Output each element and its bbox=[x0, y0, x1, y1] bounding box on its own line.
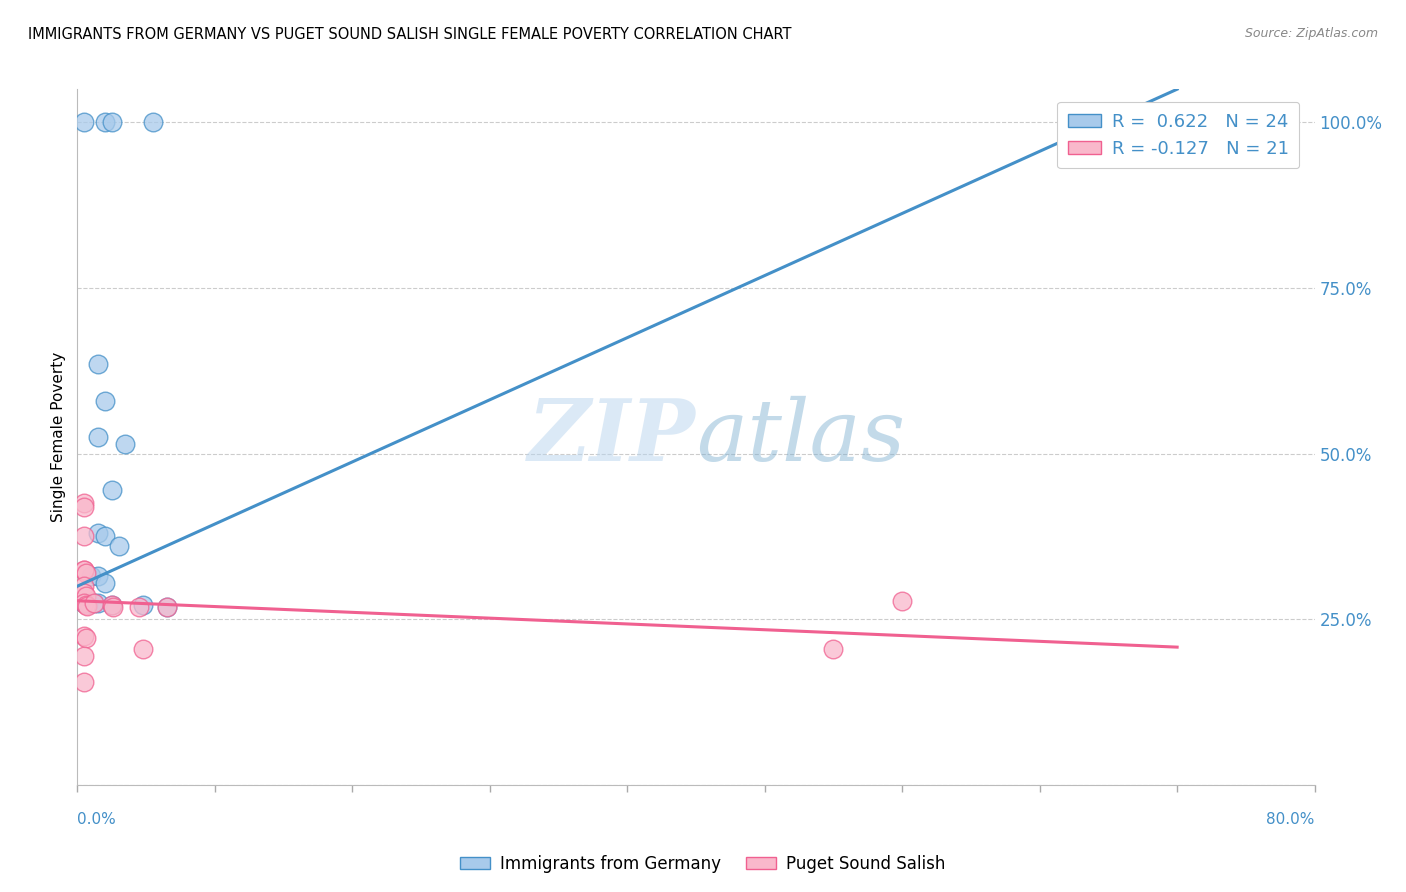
Point bbox=[73, 496, 96, 510]
Point bbox=[80, 569, 103, 583]
Point bbox=[73, 596, 96, 610]
Point bbox=[87, 357, 110, 371]
Point bbox=[87, 526, 110, 541]
Point bbox=[73, 579, 96, 593]
Point bbox=[73, 596, 96, 610]
Point bbox=[100, 115, 122, 129]
Point bbox=[100, 598, 122, 612]
Point bbox=[128, 600, 150, 615]
Point bbox=[83, 596, 105, 610]
Point bbox=[73, 675, 96, 690]
Text: 80.0%: 80.0% bbox=[1267, 812, 1315, 827]
Point bbox=[75, 598, 97, 612]
Text: ZIP: ZIP bbox=[529, 395, 696, 479]
Text: 0.0%: 0.0% bbox=[77, 812, 117, 827]
Point bbox=[75, 566, 97, 580]
Point bbox=[73, 529, 96, 543]
Point bbox=[73, 648, 96, 663]
Point bbox=[73, 596, 96, 610]
Point bbox=[73, 115, 96, 129]
Point bbox=[75, 589, 97, 603]
Point bbox=[100, 598, 122, 612]
Point bbox=[94, 529, 117, 543]
Point bbox=[94, 393, 117, 408]
Legend: Immigrants from Germany, Puget Sound Salish: Immigrants from Germany, Puget Sound Sal… bbox=[454, 848, 952, 880]
Point bbox=[87, 569, 110, 583]
Legend: R =  0.622   N = 24, R = -0.127   N = 21: R = 0.622 N = 24, R = -0.127 N = 21 bbox=[1057, 102, 1299, 169]
Point bbox=[132, 642, 155, 657]
Y-axis label: Single Female Poverty: Single Female Poverty bbox=[51, 352, 66, 522]
Point bbox=[823, 642, 845, 657]
Point bbox=[142, 115, 165, 129]
Point bbox=[94, 575, 117, 590]
Point bbox=[76, 599, 98, 613]
Text: Source: ZipAtlas.com: Source: ZipAtlas.com bbox=[1244, 27, 1378, 40]
Point bbox=[73, 586, 96, 600]
Point bbox=[77, 596, 100, 610]
Point bbox=[94, 115, 117, 129]
Point bbox=[132, 598, 155, 612]
Point bbox=[77, 596, 100, 610]
Point bbox=[107, 540, 129, 554]
Text: IMMIGRANTS FROM GERMANY VS PUGET SOUND SALISH SINGLE FEMALE POVERTY CORRELATION : IMMIGRANTS FROM GERMANY VS PUGET SOUND S… bbox=[28, 27, 792, 42]
Point bbox=[73, 563, 96, 577]
Text: atlas: atlas bbox=[696, 396, 905, 478]
Point bbox=[156, 600, 179, 615]
Point bbox=[114, 436, 136, 450]
Point bbox=[83, 596, 105, 610]
Point bbox=[73, 563, 96, 577]
Point bbox=[87, 430, 110, 444]
Point bbox=[73, 629, 96, 643]
Point bbox=[75, 631, 97, 645]
Point bbox=[73, 500, 96, 514]
Point bbox=[891, 593, 914, 607]
Point bbox=[156, 600, 179, 615]
Point bbox=[101, 600, 124, 615]
Point bbox=[87, 596, 110, 610]
Point bbox=[100, 483, 122, 497]
